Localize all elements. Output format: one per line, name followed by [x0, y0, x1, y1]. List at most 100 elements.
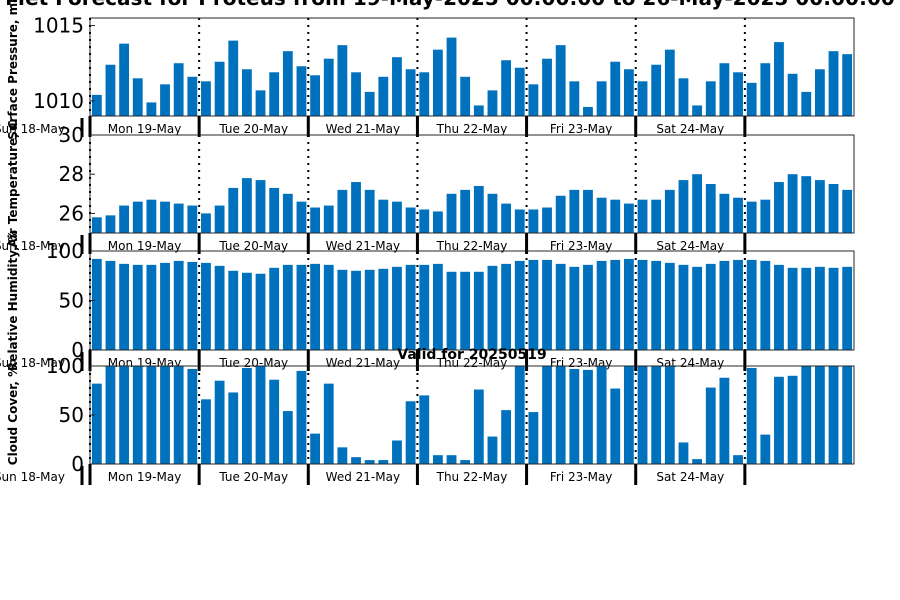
bar [828, 366, 839, 464]
bar [842, 189, 853, 233]
day-label: Sat 24-May [656, 122, 724, 136]
bar [323, 264, 334, 350]
bar [774, 42, 784, 117]
day-label: Mon 19-May [108, 122, 182, 136]
bar [91, 258, 102, 350]
bar [310, 75, 321, 116]
bar [119, 205, 130, 233]
bar [542, 366, 552, 464]
bar [583, 264, 593, 350]
bar [364, 91, 375, 116]
bar [214, 205, 225, 233]
day-label: Thu 22-May [436, 470, 508, 484]
bar [323, 383, 334, 464]
bar [364, 460, 375, 464]
bar [405, 207, 416, 233]
bar [460, 189, 471, 233]
day-label: Tue 20-May [218, 470, 288, 484]
bar [296, 370, 307, 464]
bar [596, 366, 607, 464]
bar [241, 178, 252, 233]
bar [705, 387, 716, 464]
bar [419, 72, 430, 116]
bar [132, 201, 143, 233]
bar [146, 264, 157, 350]
bar [282, 264, 293, 350]
bar [432, 211, 443, 233]
day-label: Wed 21-May [326, 239, 400, 253]
bar [514, 209, 525, 233]
bar [214, 265, 225, 350]
bar [569, 368, 580, 464]
bar [664, 189, 675, 233]
bar [842, 366, 853, 464]
y-tick-label: 1010 [33, 89, 84, 113]
bar [528, 412, 539, 464]
bar [814, 266, 825, 350]
bar [119, 263, 130, 350]
bar [378, 460, 389, 464]
bar [392, 440, 402, 464]
panel-1: 1010 1015 Surface Pressure, mb Mon 19-May Tu… [0, 0, 855, 140]
bar [542, 58, 552, 116]
day-label: Fri 23-May [550, 470, 613, 484]
bar [774, 376, 784, 464]
bar [173, 203, 184, 233]
bar [337, 269, 348, 350]
bar [160, 84, 170, 116]
bar [255, 90, 266, 116]
bar [842, 266, 853, 350]
bar [569, 189, 580, 233]
bar [460, 460, 471, 464]
bar [405, 401, 416, 464]
bar [487, 90, 498, 116]
edge-day-label: Sun 18-May [0, 356, 65, 370]
bar [842, 54, 853, 116]
day-label: Mon 19-May [108, 356, 182, 370]
y-tick-label: 50 [59, 289, 84, 313]
bar [460, 271, 471, 350]
y-axis-label: Air Temperature, C [6, 120, 20, 248]
bar [487, 436, 498, 464]
bar [705, 184, 716, 233]
bar [187, 76, 198, 116]
bar [241, 367, 252, 464]
bar [337, 45, 348, 116]
bar [337, 447, 348, 464]
bar [692, 459, 703, 464]
y-tick-label: 1015 [33, 14, 84, 38]
bar [187, 205, 198, 233]
bar [733, 72, 743, 116]
bar [201, 81, 211, 116]
bar [228, 40, 239, 117]
bar [392, 57, 402, 116]
bar [119, 43, 130, 116]
bar [651, 366, 662, 464]
bar [787, 375, 798, 464]
bar [173, 366, 184, 464]
bar [173, 260, 184, 350]
bar [241, 69, 252, 116]
bar [528, 259, 539, 350]
bar [105, 366, 116, 464]
bar [514, 260, 525, 350]
bar [132, 78, 143, 116]
bar [501, 60, 512, 116]
bar [692, 266, 703, 350]
y-tick-label: 50 [59, 403, 84, 427]
bar [678, 442, 689, 464]
bar [214, 61, 225, 116]
bar [446, 37, 457, 116]
bar [473, 271, 484, 350]
bar [392, 201, 402, 233]
edge-day-label: Sun 18-May [0, 470, 65, 484]
bar [269, 187, 280, 233]
bar [269, 267, 280, 350]
bar [241, 272, 252, 350]
bar [419, 264, 430, 350]
day-label: Thu 22-May [436, 239, 508, 253]
day-label: Fri 23-May [550, 122, 613, 136]
bar [787, 267, 798, 350]
bar [801, 176, 812, 233]
